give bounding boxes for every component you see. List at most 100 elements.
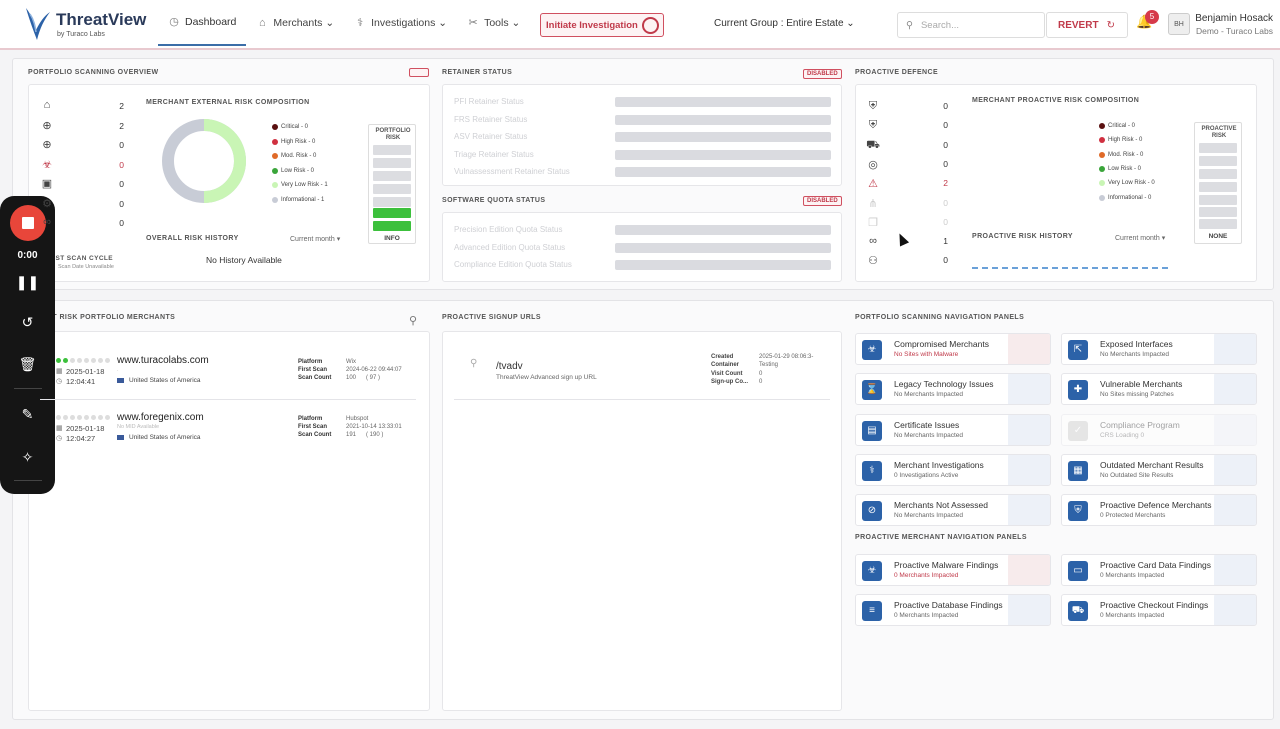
card-watermark (1214, 454, 1256, 485)
nav-dashboard[interactable]: ◷ Dashboard (158, 0, 247, 46)
group-selector[interactable]: Current Group : Entire Estate ⌄ (714, 18, 855, 29)
legend-dot (1099, 180, 1105, 187)
stethoscope-icon: ⚕ (862, 460, 882, 481)
group-label: Current Group : Entire Estate (714, 18, 844, 29)
nav-card-proactive-defence-merchants[interactable]: ⛨ Proactive Defence Merchants 0 Protected … (1061, 494, 1257, 527)
card-watermark (1008, 555, 1050, 585)
retainer-status-bar (615, 114, 831, 125)
meta-label: Scan Count (298, 375, 332, 381)
nav-card-merchants-not-assessed[interactable]: ⊘ Merchants Not Assessed No Merchants Impa… (855, 494, 1051, 527)
risk-dot (105, 415, 110, 420)
link-icon: ∞ (869, 235, 877, 248)
notification-badge: 5 (1145, 10, 1159, 24)
proactive-history-title: PROACTIVE RISK HISTORY (972, 233, 1073, 240)
quota-status-bar (615, 225, 831, 235)
pen-icon[interactable]: ✎ (21, 406, 34, 422)
created-label: Created (711, 354, 734, 360)
risk-seg (1199, 182, 1237, 192)
visit-value: 0 (759, 371, 763, 377)
search-input[interactable]: ⚲ Search... (897, 12, 1045, 38)
risk-donut-chart (162, 119, 246, 203)
merchant-row[interactable]: www.foregenix.com No MID Available ▦ 2025-0… (40, 407, 416, 457)
legend-label: Very Low Risk - 0 (1108, 180, 1155, 187)
proactive-count: 0 (943, 197, 948, 208)
merchant-row[interactable]: www.turacolabs.com. ▦ 2025-01-18 ◷ 12:04:41 U… (40, 350, 416, 400)
signup-card (442, 331, 842, 711)
card-watermark (1214, 334, 1256, 364)
proactive-risk-box: PROACTIVE RISK NONE (1194, 122, 1242, 244)
nav-card-vulnerable-merchants[interactable]: ✚ Vulnerable Merchants No Sites missing Pa… (1061, 373, 1257, 406)
scan-count: 0 (119, 179, 124, 189)
legend-item: Informational - 1 (272, 196, 325, 203)
legend-label: High Risk - 0 (281, 138, 316, 145)
avatar[interactable]: BH (1168, 13, 1190, 35)
warning-icon: ⚠ (868, 178, 878, 191)
legend-item: Informational - 0 (1099, 194, 1151, 201)
container-label: Container (711, 362, 740, 368)
nav-label: Investigations (371, 17, 436, 29)
nav-card-proactive-checkout-findings[interactable]: ⛟ Proactive Checkout Findings 0 Merchants … (1061, 594, 1257, 627)
merchant-domain[interactable]: www.turacolabs.com (117, 355, 209, 366)
id-card-icon: ▣ (41, 178, 53, 190)
copy-icon: ❐ (868, 216, 878, 229)
nav-card-merchant-investigations[interactable]: ⚕ Merchant Investigations 0 Investigations… (855, 453, 1051, 486)
nav-tools[interactable]: ✂ Tools ⌄ (457, 0, 530, 46)
risk-seg (1199, 143, 1237, 153)
scan-count: 2 (119, 120, 124, 131)
nav-card-exposed-interfaces[interactable]: ⇱ Exposed Interfaces No Merchants Impacted (1061, 333, 1257, 365)
proactive-nav-title: PROACTIVE MERCHANT NAVIGATION PANELS (855, 534, 1027, 541)
user-menu[interactable]: Benjamin Hosack Demo - Turaco Labs (1193, 13, 1273, 36)
visit-label: Visit Count (711, 371, 743, 377)
quota-row-label: Precision Edition Quota Status (454, 225, 563, 234)
risk-seg-active (373, 208, 411, 218)
nav-card-outdated-merchant-results[interactable]: ▦ Outdated Merchant Results No Outdated Si… (1061, 453, 1257, 486)
recording-time: 0:00 (17, 250, 38, 261)
nav-card-certificate-issues[interactable]: ▤ Certificate Issues No Merchants Impacted (855, 413, 1051, 446)
legend-label: Very Low Risk - 1 (281, 182, 328, 188)
clock-badge[interactable] (409, 68, 429, 77)
risk-seg (373, 171, 411, 181)
revert-label: REVERT (1058, 19, 1099, 31)
nav-card-proactive-malware-findings[interactable]: ☣ Proactive Malware Findings 0 Merchants I… (855, 554, 1051, 586)
nav-card-title: Compliance Program (1100, 419, 1180, 430)
proactive-count: 0 (943, 216, 948, 227)
legend-dot (272, 182, 278, 188)
effects-icon[interactable]: ✧ (21, 449, 34, 465)
database-icon: ≡ (862, 601, 882, 622)
nav-card-legacy-technology-issues[interactable]: ⌛ Legacy Technology Issues No Merchants Im… (855, 373, 1051, 406)
nav-card-sub: No Merchants Impacted (894, 391, 964, 399)
initiate-investigation-button[interactable]: Initiate Investigation (540, 13, 664, 37)
nav-card-title: Proactive Card Data Findings (1100, 560, 1212, 570)
bank-icon: ⌂ (43, 99, 51, 111)
legend-dot (1099, 151, 1105, 158)
signup-url-item[interactable]: ⚲ /tvadv ThreatView Advanced sign up URL… (454, 348, 830, 400)
nav-merchants[interactable]: ⌂ Merchants ⌄ (246, 0, 344, 46)
history-period-select[interactable]: Current month ▾ (290, 235, 340, 243)
top-bar: ThreatView by Turaco Labs ◷ Dashboard ⌂ Me… (0, 0, 1280, 50)
card-watermark (1008, 334, 1050, 364)
proactive-history-line (972, 267, 1168, 269)
revert-button[interactable]: REVERT ↻ (1046, 12, 1128, 38)
merchant-domain[interactable]: www.foregenix.com (117, 412, 204, 423)
nav-card-proactive-card-data-findings[interactable]: ▭ Proactive Card Data Findings 0 Merchants… (1061, 554, 1257, 586)
nav-card-title: Merchant Investigations (894, 459, 984, 470)
logo[interactable]: ThreatView by Turaco Labs (22, 4, 146, 44)
search-placeholder: Search... (920, 19, 959, 31)
nav-card-compromised-merchants[interactable]: ☣ Compromised Merchants No Sites with Malw… (855, 333, 1051, 365)
quota-row-label: Compliance Edition Quota Status (454, 260, 572, 269)
nav-investigations[interactable]: ⚕ Investigations ⌄ (344, 0, 457, 46)
stop-recording-button[interactable] (10, 205, 46, 241)
nav-card-sub: No Outdated Site Results (1100, 471, 1174, 479)
nav-card-proactive-database-findings[interactable]: ≡ Proactive Database Findings 0 Merchants … (855, 594, 1051, 627)
legend-label: Informational - 1 (281, 196, 325, 203)
container-value: Testing (759, 362, 779, 368)
trash-icon[interactable]: 🗑 (18, 356, 37, 372)
meta-label: First Scan (298, 367, 328, 373)
proactive-period-select[interactable]: Current month ▾ (1115, 234, 1165, 242)
calendar-icon: ▦ (56, 425, 63, 432)
nav-card-sub: No Merchants Impacted (1100, 351, 1170, 358)
restart-icon[interactable]: ↺ (21, 314, 34, 330)
biohazard-icon: ☣ (42, 158, 52, 171)
search-icon[interactable]: ⚲ (409, 315, 418, 327)
pause-icon[interactable]: ❚❚ (15, 274, 40, 290)
